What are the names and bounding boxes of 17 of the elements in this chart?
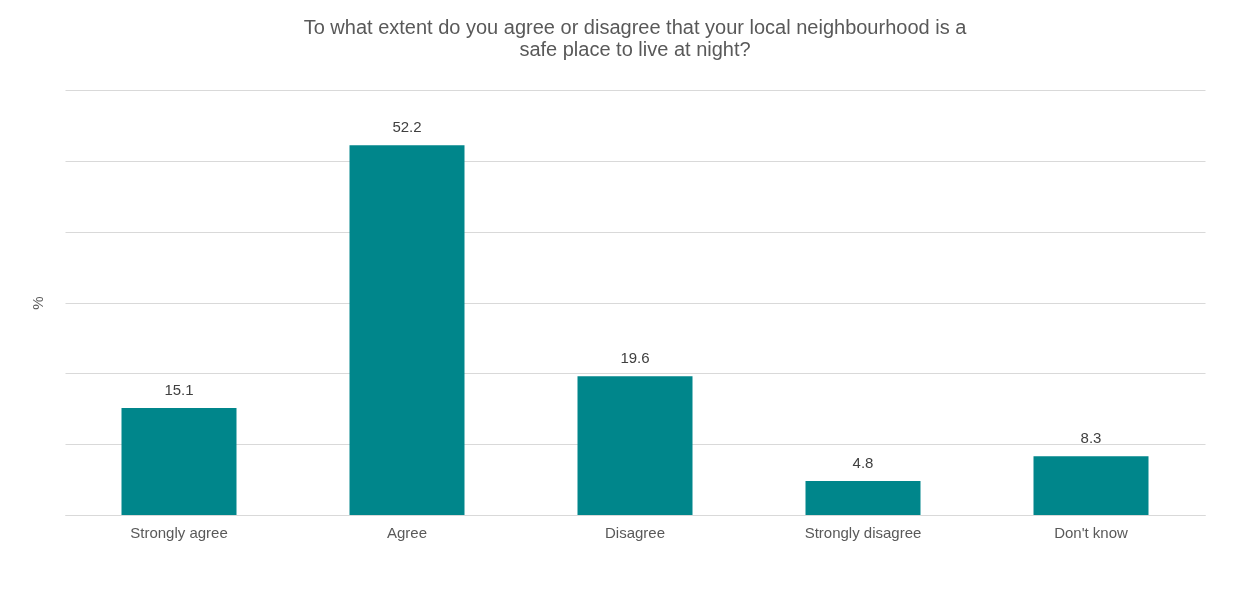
- x-tick-label: Strongly disagree: [804, 523, 922, 541]
- bar: [805, 481, 921, 515]
- bar: [349, 145, 465, 515]
- chart-title: To what extent do you agree or disagree that your local neighbourhood is a safe place to live at night?: [303, 16, 968, 60]
- bar: [577, 376, 693, 515]
- bar: [121, 408, 237, 515]
- x-tick-label: Strongly agree: [130, 523, 228, 541]
- data-label: 8.3: [1080, 429, 1102, 447]
- data-label: 52.2: [392, 118, 422, 136]
- data-label: 19.6: [620, 349, 650, 367]
- y-axis-title: %: [28, 296, 46, 310]
- bar: [1033, 456, 1149, 515]
- data-label: 15.1: [164, 381, 194, 399]
- x-tick-label: Agree: [386, 523, 428, 541]
- data-label: 4.8: [852, 454, 874, 471]
- x-tick-label: Don't know: [1054, 523, 1129, 541]
- x-tick-label: Disagree: [604, 523, 666, 541]
